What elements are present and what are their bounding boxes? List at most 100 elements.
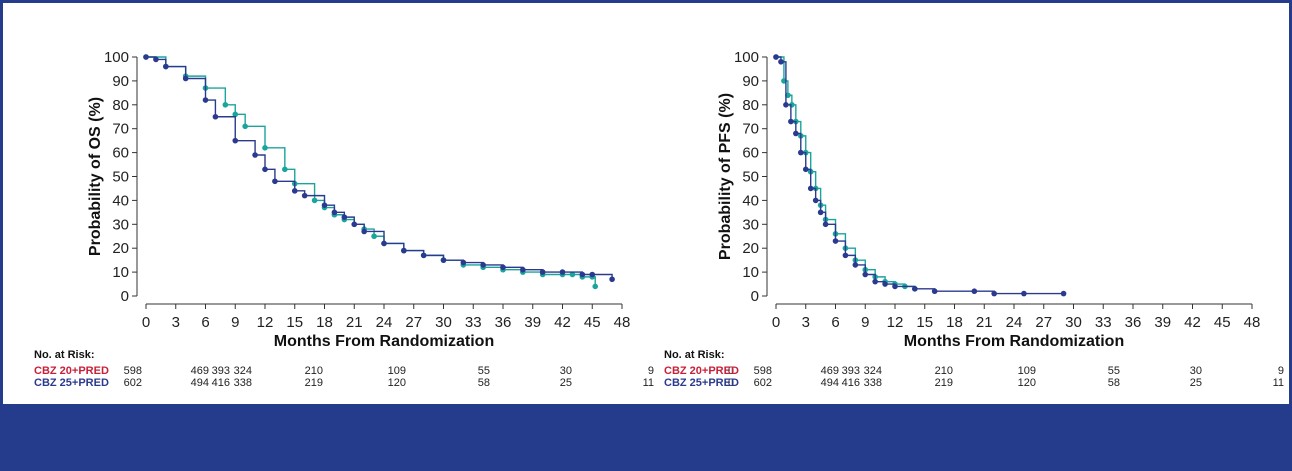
censor-point-cbz25	[361, 228, 367, 235]
x-tick-label: 42	[1184, 314, 1201, 331]
risk-count: 494	[821, 377, 839, 389]
x-tick-label: 12	[887, 314, 904, 331]
risk-table-header: No. at Risk:	[664, 349, 725, 361]
censor-point-cbz25	[143, 54, 149, 60]
risk-group-label: CBZ 25+PRED	[664, 377, 739, 389]
x-tick-label: 0	[142, 314, 150, 331]
x-tick-label: 30	[435, 314, 452, 331]
censor-point-cbz25	[882, 281, 888, 287]
x-tick-label: 39	[1154, 314, 1171, 331]
censor-point-cbz25	[321, 202, 328, 208]
censor-point-cbz25	[500, 264, 506, 271]
censor-point-cbz25	[232, 137, 239, 144]
censor-point-cbz20	[311, 197, 318, 204]
risk-count: 393	[842, 365, 860, 377]
x-tick-label: 45	[584, 314, 601, 331]
censor-point-cbz20	[569, 271, 576, 278]
censor-point-cbz25	[480, 262, 486, 268]
series-line-cbz20	[146, 56, 596, 287]
censor-point-cbz25	[912, 286, 918, 292]
risk-count: 30	[560, 365, 572, 377]
risk-count: 393	[212, 365, 230, 377]
censor-point-cbz25	[420, 252, 427, 259]
y-tick-label: 90	[742, 73, 759, 90]
censor-point-cbz25	[991, 290, 997, 297]
y-axis-title: Probability of PFS (%)	[717, 93, 734, 260]
x-tick-label: 48	[1244, 314, 1261, 331]
risk-count: 416	[842, 377, 860, 389]
censor-point-cbz25	[401, 247, 407, 254]
censor-point-cbz25	[351, 221, 358, 228]
y-tick-label: 100	[104, 49, 129, 66]
censor-point-cbz25	[460, 259, 467, 266]
x-tick-label: 6	[201, 314, 209, 331]
risk-count: 469	[191, 365, 209, 377]
censor-point-cbz20	[592, 283, 599, 290]
y-tick-label: 10	[112, 264, 129, 281]
y-tick-label: 40	[112, 192, 129, 209]
risk-count: 416	[212, 377, 230, 389]
risk-count: 219	[935, 377, 953, 389]
y-tick-label: 20	[112, 240, 129, 257]
censor-point-cbz25	[381, 240, 387, 247]
y-tick-label: 30	[112, 216, 129, 233]
risk-count: 324	[864, 365, 882, 377]
risk-count: 324	[234, 365, 252, 377]
censor-point-cbz25	[842, 252, 849, 259]
risk-count: 58	[1108, 377, 1120, 389]
censor-point-cbz25	[1021, 290, 1027, 297]
x-tick-label: 18	[316, 314, 333, 331]
x-tick-label: 33	[1095, 314, 1112, 331]
censor-point-cbz25	[272, 178, 278, 185]
risk-count: 30	[1190, 365, 1202, 377]
x-axis-title: Months From Randomization	[904, 333, 1124, 350]
censor-point-cbz25	[252, 152, 258, 158]
y-tick-label: 50	[112, 169, 129, 186]
risk-count: 494	[191, 377, 209, 389]
risk-count: 0	[728, 365, 734, 377]
censor-point-cbz25	[440, 257, 447, 263]
risk-count: 120	[388, 377, 406, 389]
censor-point-cbz25	[1060, 290, 1067, 297]
x-tick-label: 15	[916, 314, 933, 331]
censor-point-cbz25	[559, 269, 566, 275]
risk-count: 11	[1273, 377, 1284, 389]
y-axis-title: Probability of OS (%)	[87, 97, 104, 256]
bottom-band	[0, 404, 1292, 471]
censor-point-cbz25	[783, 102, 789, 108]
y-tick-label: 60	[742, 145, 759, 162]
x-tick-label: 18	[946, 314, 963, 331]
censor-point-cbz25	[539, 269, 546, 275]
censor-point-cbz25	[788, 118, 794, 125]
x-tick-label: 27	[1035, 314, 1052, 331]
censor-point-cbz25	[153, 56, 159, 63]
y-tick-label: 80	[742, 97, 759, 114]
censor-point-cbz25	[291, 188, 298, 194]
risk-count: 0	[728, 377, 734, 389]
x-tick-label: 24	[1006, 314, 1023, 331]
censor-point-cbz20	[282, 166, 288, 173]
censor-point-cbz25	[797, 149, 804, 156]
censor-point-cbz25	[341, 214, 348, 220]
censor-point-cbz20	[371, 233, 377, 240]
risk-count: 469	[821, 365, 839, 377]
risk-group-label: CBZ 25+PRED	[34, 377, 109, 389]
x-tick-label: 42	[554, 314, 571, 331]
censor-point-cbz25	[802, 166, 809, 173]
x-tick-label: 12	[257, 314, 274, 331]
censor-point-cbz25	[862, 271, 869, 278]
censor-point-cbz25	[852, 262, 859, 268]
risk-count: 338	[864, 377, 882, 389]
x-tick-label: 27	[405, 314, 422, 331]
risk-count: 109	[388, 365, 406, 377]
x-tick-label: 3	[802, 314, 810, 331]
risk-count: 219	[305, 377, 323, 389]
censor-point-cbz20	[262, 145, 268, 151]
censor-point-cbz25	[872, 278, 878, 285]
x-tick-label: 21	[976, 314, 993, 331]
censor-point-cbz20	[242, 123, 248, 130]
